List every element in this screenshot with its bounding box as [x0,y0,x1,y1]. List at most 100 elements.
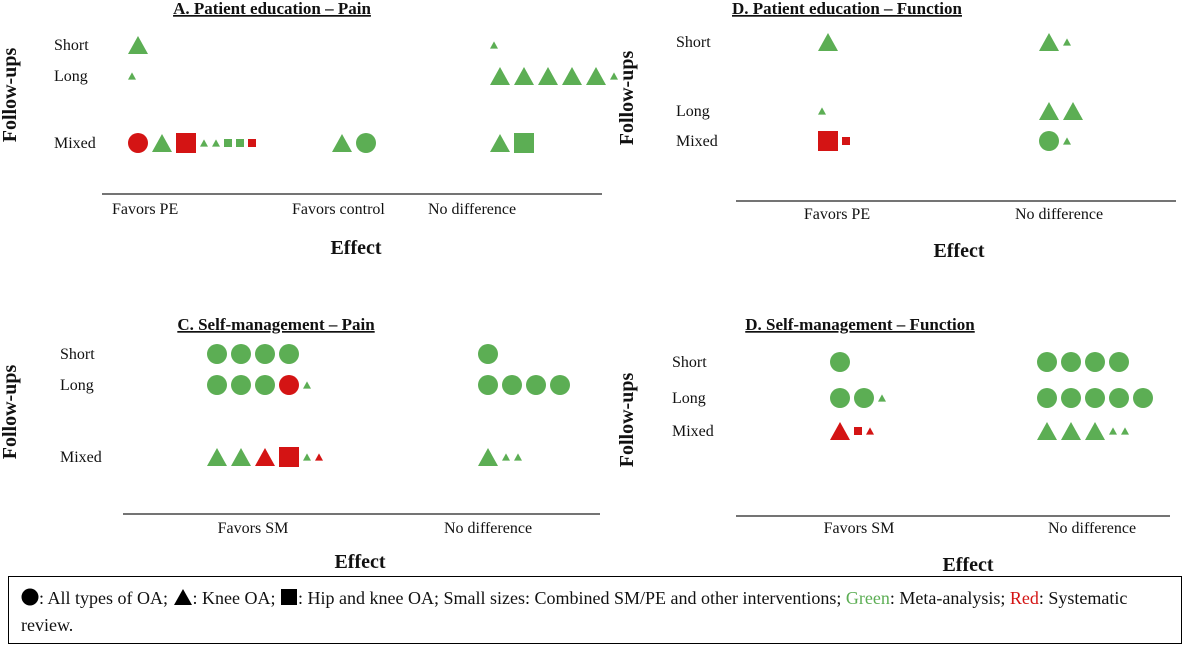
row-label-long: Long [676,103,710,120]
square-mark-red-small [842,137,850,145]
row-label-mixed: Mixed [54,135,96,152]
triangle-mark-green-large [478,448,498,466]
row-label-long: Long [672,390,706,407]
circle-mark-green-large [1109,388,1129,408]
panel-title: D. Patient education – Function [732,0,963,18]
triangle-mark-green-small [818,107,826,115]
circle-mark-green-large [255,375,275,395]
row-label-mixed: Mixed [672,423,714,440]
evidence-map-chart: A. Patient education – Pain Follow-ups Sho… [0,0,1176,572]
triangle-mark-green-small [490,41,498,49]
y-axis-label: Follow-ups [616,373,638,468]
triangle-mark-red-small [315,453,323,461]
triangle-mark-green-large [538,67,558,85]
triangle-mark-green-large [128,36,148,54]
column-label-favors-control: Favors control [292,201,385,218]
triangle-mark-red-large [255,448,275,466]
square-icon [280,589,297,605]
circle-mark-green-large [854,388,874,408]
triangle-mark-green-large [207,448,227,466]
circle-mark-red-large [128,133,148,153]
column-label-no-difference: No difference [1048,520,1136,537]
triangle-mark-red-small [866,427,874,435]
triangle-mark-green-large [152,134,172,152]
square-mark-red-small [854,427,862,435]
triangle-mark-green-large [1037,422,1057,440]
triangle-mark-green-large [1039,102,1059,120]
triangle-mark-green-large [1063,102,1083,120]
triangle-mark-green-small [1121,427,1129,435]
square-mark-red-large [818,131,838,151]
circle-mark-red-large [279,375,299,395]
circle-mark-green-large [356,133,376,153]
triangle-mark-green-small [610,72,618,80]
triangle-mark-green-large [1085,422,1105,440]
panel-title: C. Self-management – Pain [177,315,375,334]
triangle-mark-green-large [231,448,251,466]
triangle-mark-green-large [818,33,838,51]
panel-3: C. Self-management – Pain Follow-ups Short… [0,315,600,572]
legend-box: : All types of OA; : Knee OA; : Hip and … [8,576,1182,644]
triangle-mark-green-small [514,453,522,461]
circle-icon [21,588,39,606]
triangle-mark-green-large [332,134,352,152]
row-label-mixed: Mixed [60,449,102,466]
square-mark-green-small [236,139,244,147]
column-label-no-difference: No difference [428,201,516,218]
legend-square-text: : Hip and knee OA; Small sizes: Combined… [297,588,846,608]
column-label-favors-sm: Favors SM [218,520,289,537]
triangle-mark-green-small [128,72,136,80]
x-axis-label: Effect [942,554,993,572]
circle-mark-green-large [550,375,570,395]
circle-mark-green-large [1133,388,1153,408]
triangle-mark-green-large [1039,33,1059,51]
triangle-mark-green-large [562,67,582,85]
circle-mark-green-large [478,375,498,395]
triangle-mark-green-large [1061,422,1081,440]
legend-triangle-text: : Knee OA; [192,588,280,608]
circle-mark-green-large [231,375,251,395]
circle-mark-green-large [830,352,850,372]
row-label-short: Short [60,346,95,363]
column-label-no-difference: No difference [444,520,532,537]
circle-mark-green-large [231,344,251,364]
triangle-mark-green-small [1063,137,1071,145]
legend-red-label: Red [1009,588,1039,608]
column-label-no-difference: No difference [1015,206,1103,223]
row-label-mixed: Mixed [676,133,718,150]
circle-mark-green-large [207,375,227,395]
circle-mark-green-large [478,344,498,364]
y-axis-label: Follow-ups [0,365,21,460]
triangle-mark-green-small [502,453,510,461]
triangle-mark-green-small [1109,427,1117,435]
square-mark-red-small [248,139,256,147]
triangle-mark-green-large [514,67,534,85]
panel-title: A. Patient education – Pain [173,0,371,18]
legend-red-text: : Systematic review. [21,588,1128,635]
row-label-long: Long [54,68,88,85]
triangle-mark-green-small [303,453,311,461]
column-label-favors-sm: Favors SM [824,520,895,537]
y-axis-label: Follow-ups [616,51,638,146]
triangle-mark-green-small [1063,38,1071,46]
y-axis-label: Follow-ups [0,48,21,143]
panel-2: D. Patient education – Function Follow-up… [616,0,1176,262]
panel-title: D. Self-management – Function [745,315,975,334]
column-label-favors-pe: Favors PE [112,201,178,218]
circle-mark-green-large [526,375,546,395]
triangle-mark-green-small [878,394,886,402]
x-axis-label: Effect [334,551,385,572]
row-label-short: Short [676,34,711,51]
triangle-mark-red-large [830,422,850,440]
circle-mark-green-large [830,388,850,408]
circle-mark-green-large [502,375,522,395]
square-mark-red-large [279,447,299,467]
circle-mark-green-large [207,344,227,364]
triangle-mark-green-small [200,139,208,147]
square-mark-red-large [176,133,196,153]
triangle-mark-green-large [490,134,510,152]
x-axis-label: Effect [330,237,381,259]
x-axis-label: Effect [933,240,984,262]
circle-mark-green-large [1085,388,1105,408]
row-label-short: Short [672,354,707,371]
